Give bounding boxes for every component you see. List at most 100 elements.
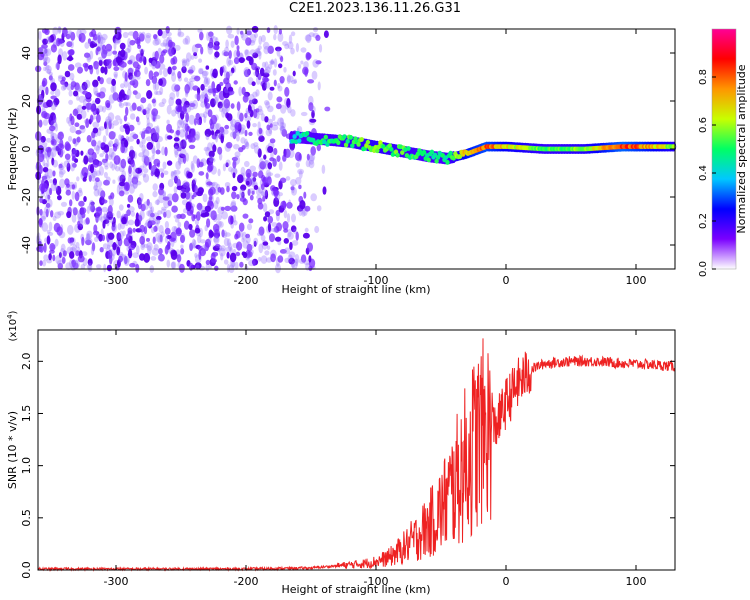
noise-blob: [159, 234, 163, 243]
noise-blob: [240, 184, 247, 191]
noise-blob: [174, 218, 180, 223]
noise-blob: [101, 49, 107, 59]
noise-blob: [266, 124, 271, 131]
noise-blob: [304, 34, 312, 42]
noise-blob: [150, 226, 156, 234]
noise-blob: [273, 147, 278, 156]
noise-blob: [181, 66, 187, 74]
noise-blob: [251, 98, 258, 105]
noise-blob: [290, 79, 297, 85]
y-tick-label: 0.5: [20, 509, 33, 527]
noise-blob: [269, 233, 275, 243]
noise-blob: [45, 203, 51, 208]
noise-blob: [273, 197, 280, 208]
noise-blob: [264, 100, 270, 106]
noise-blob: [178, 141, 183, 149]
noise-blob: [273, 25, 278, 35]
noise-blob: [298, 63, 302, 69]
noise-blob: [97, 76, 101, 82]
noise-blob: [200, 239, 206, 244]
noise-blob: [42, 259, 47, 267]
noise-blob: [233, 155, 241, 165]
noise-blob: [212, 68, 218, 79]
noise-blob: [196, 92, 201, 102]
noise-blob: [264, 81, 271, 89]
noise-blob: [101, 33, 108, 41]
noise-blob: [129, 75, 135, 81]
noise-blob: [47, 231, 54, 236]
colorbar-tick-label: 0.2: [698, 213, 709, 229]
noise-blob: [235, 251, 241, 257]
noise-blob: [203, 78, 209, 88]
noise-blob: [175, 160, 182, 170]
noise-blob: [154, 90, 158, 95]
noise-blob: [310, 193, 318, 202]
noise-blob: [221, 229, 225, 238]
trace-core: [375, 148, 380, 154]
noise-blob: [139, 235, 146, 245]
noise-blob: [218, 247, 226, 257]
noise-blob: [113, 73, 118, 79]
noise-blob: [73, 158, 79, 164]
noise-blob: [43, 142, 48, 147]
noise-blob: [208, 155, 215, 162]
noise-blob: [264, 189, 269, 200]
noise-blob: [261, 174, 266, 182]
noise-blob: [52, 159, 58, 168]
noise-blob: [260, 191, 265, 197]
noise-blob: [185, 130, 189, 140]
noise-blob: [128, 248, 133, 259]
y-tick-label: 2.0: [20, 353, 33, 371]
noise-blob: [93, 185, 99, 191]
noise-blob: [136, 75, 141, 80]
noise-blob: [104, 165, 109, 170]
noise-blob: [264, 66, 271, 74]
noise-blob: [214, 265, 219, 271]
noise-blob: [194, 253, 198, 258]
noise-blob: [109, 161, 113, 169]
noise-blob: [161, 98, 167, 104]
noise-blob: [227, 34, 235, 39]
noise-blob: [187, 69, 194, 74]
noise-blob: [102, 135, 107, 144]
noise-blob: [215, 214, 223, 221]
noise-blob: [230, 40, 235, 48]
noise-blob: [199, 94, 206, 103]
noise-blob: [173, 174, 180, 183]
noise-blob: [38, 241, 44, 251]
noise-blob: [50, 90, 55, 95]
noise-blob: [158, 69, 163, 76]
noise-blob: [49, 243, 56, 252]
noise-blob: [70, 84, 75, 90]
noise-blob: [166, 196, 171, 202]
noise-blob: [154, 38, 161, 45]
noise-blob: [205, 102, 211, 109]
noise-blob: [51, 135, 55, 145]
noise-blob: [231, 191, 237, 200]
noise-blob: [36, 148, 42, 154]
noise-blob: [300, 254, 307, 263]
noise-blob: [161, 206, 167, 211]
noise-blob: [248, 131, 253, 136]
noise-blob: [41, 89, 45, 100]
noise-blob: [223, 77, 230, 85]
noise-blob: [103, 171, 108, 179]
noise-blob: [46, 229, 51, 234]
noise-blob: [291, 260, 298, 270]
noise-blob: [222, 89, 230, 99]
noise-blob: [91, 242, 96, 252]
noise-blob: [209, 37, 214, 48]
noise-blob: [154, 114, 161, 120]
noise-blob: [285, 176, 291, 181]
noise-blob: [308, 32, 315, 38]
noise-blob: [47, 198, 53, 208]
noise-blob: [262, 202, 268, 213]
noise-blob: [189, 103, 196, 107]
noise-blob: [311, 110, 315, 119]
noise-blob: [249, 244, 254, 249]
noise-blob: [280, 200, 287, 209]
snr-ylabel: SNR (10 * v/v): [6, 411, 19, 489]
noise-blob: [41, 44, 48, 49]
noise-blob: [278, 63, 283, 69]
noise-blob: [224, 205, 231, 212]
